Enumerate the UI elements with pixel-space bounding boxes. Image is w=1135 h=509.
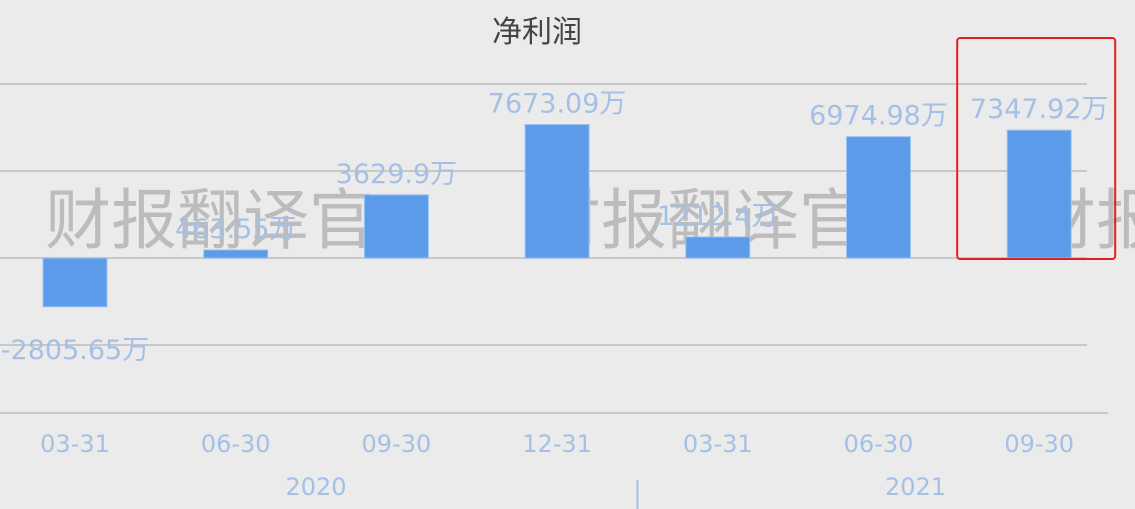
data-label: -2805.65万 [1,335,149,366]
bar [846,136,911,259]
bar [685,236,751,259]
bar [524,123,590,259]
x-tick-label: 06-30 [844,430,914,458]
bar [42,257,108,308]
data-label: 463.55万 [175,214,296,245]
data-label: 6974.98万 [809,101,948,132]
x-tick-label: 09-30 [1004,430,1074,458]
x-tick-label: 12-31 [522,430,592,458]
watermark: 财报翻译官 [45,182,375,259]
data-label: 3629.9万 [336,159,457,190]
x-tick-label: 03-31 [683,430,753,458]
bar [363,194,429,259]
x-tick-label: 03-31 [40,430,110,458]
bar [203,249,269,259]
highlight-box [956,37,1117,260]
x-tick-label: 06-30 [201,430,271,458]
x-tick-label: 09-30 [362,430,432,458]
data-label: 7673.09万 [488,88,627,119]
bar [1006,129,1072,259]
data-label: 7347.92万 [970,94,1109,125]
chart-title: 净利润 [492,15,582,50]
x-group-label: 2021 [885,473,946,501]
data-label: 1212.4万 [657,201,778,232]
x-group-label: 2020 [286,473,347,501]
